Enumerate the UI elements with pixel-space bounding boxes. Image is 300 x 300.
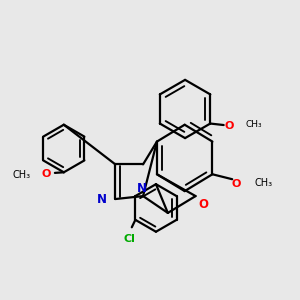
- Text: Cl: Cl: [124, 234, 135, 244]
- Text: CH₃: CH₃: [255, 178, 273, 188]
- Text: O: O: [224, 121, 233, 131]
- Text: N: N: [97, 193, 107, 206]
- Text: CH₃: CH₃: [12, 170, 30, 180]
- Text: O: O: [232, 179, 241, 189]
- Text: O: O: [41, 169, 50, 179]
- Text: N: N: [136, 182, 147, 195]
- Text: O: O: [199, 198, 208, 212]
- Text: CH₃: CH₃: [246, 120, 262, 129]
